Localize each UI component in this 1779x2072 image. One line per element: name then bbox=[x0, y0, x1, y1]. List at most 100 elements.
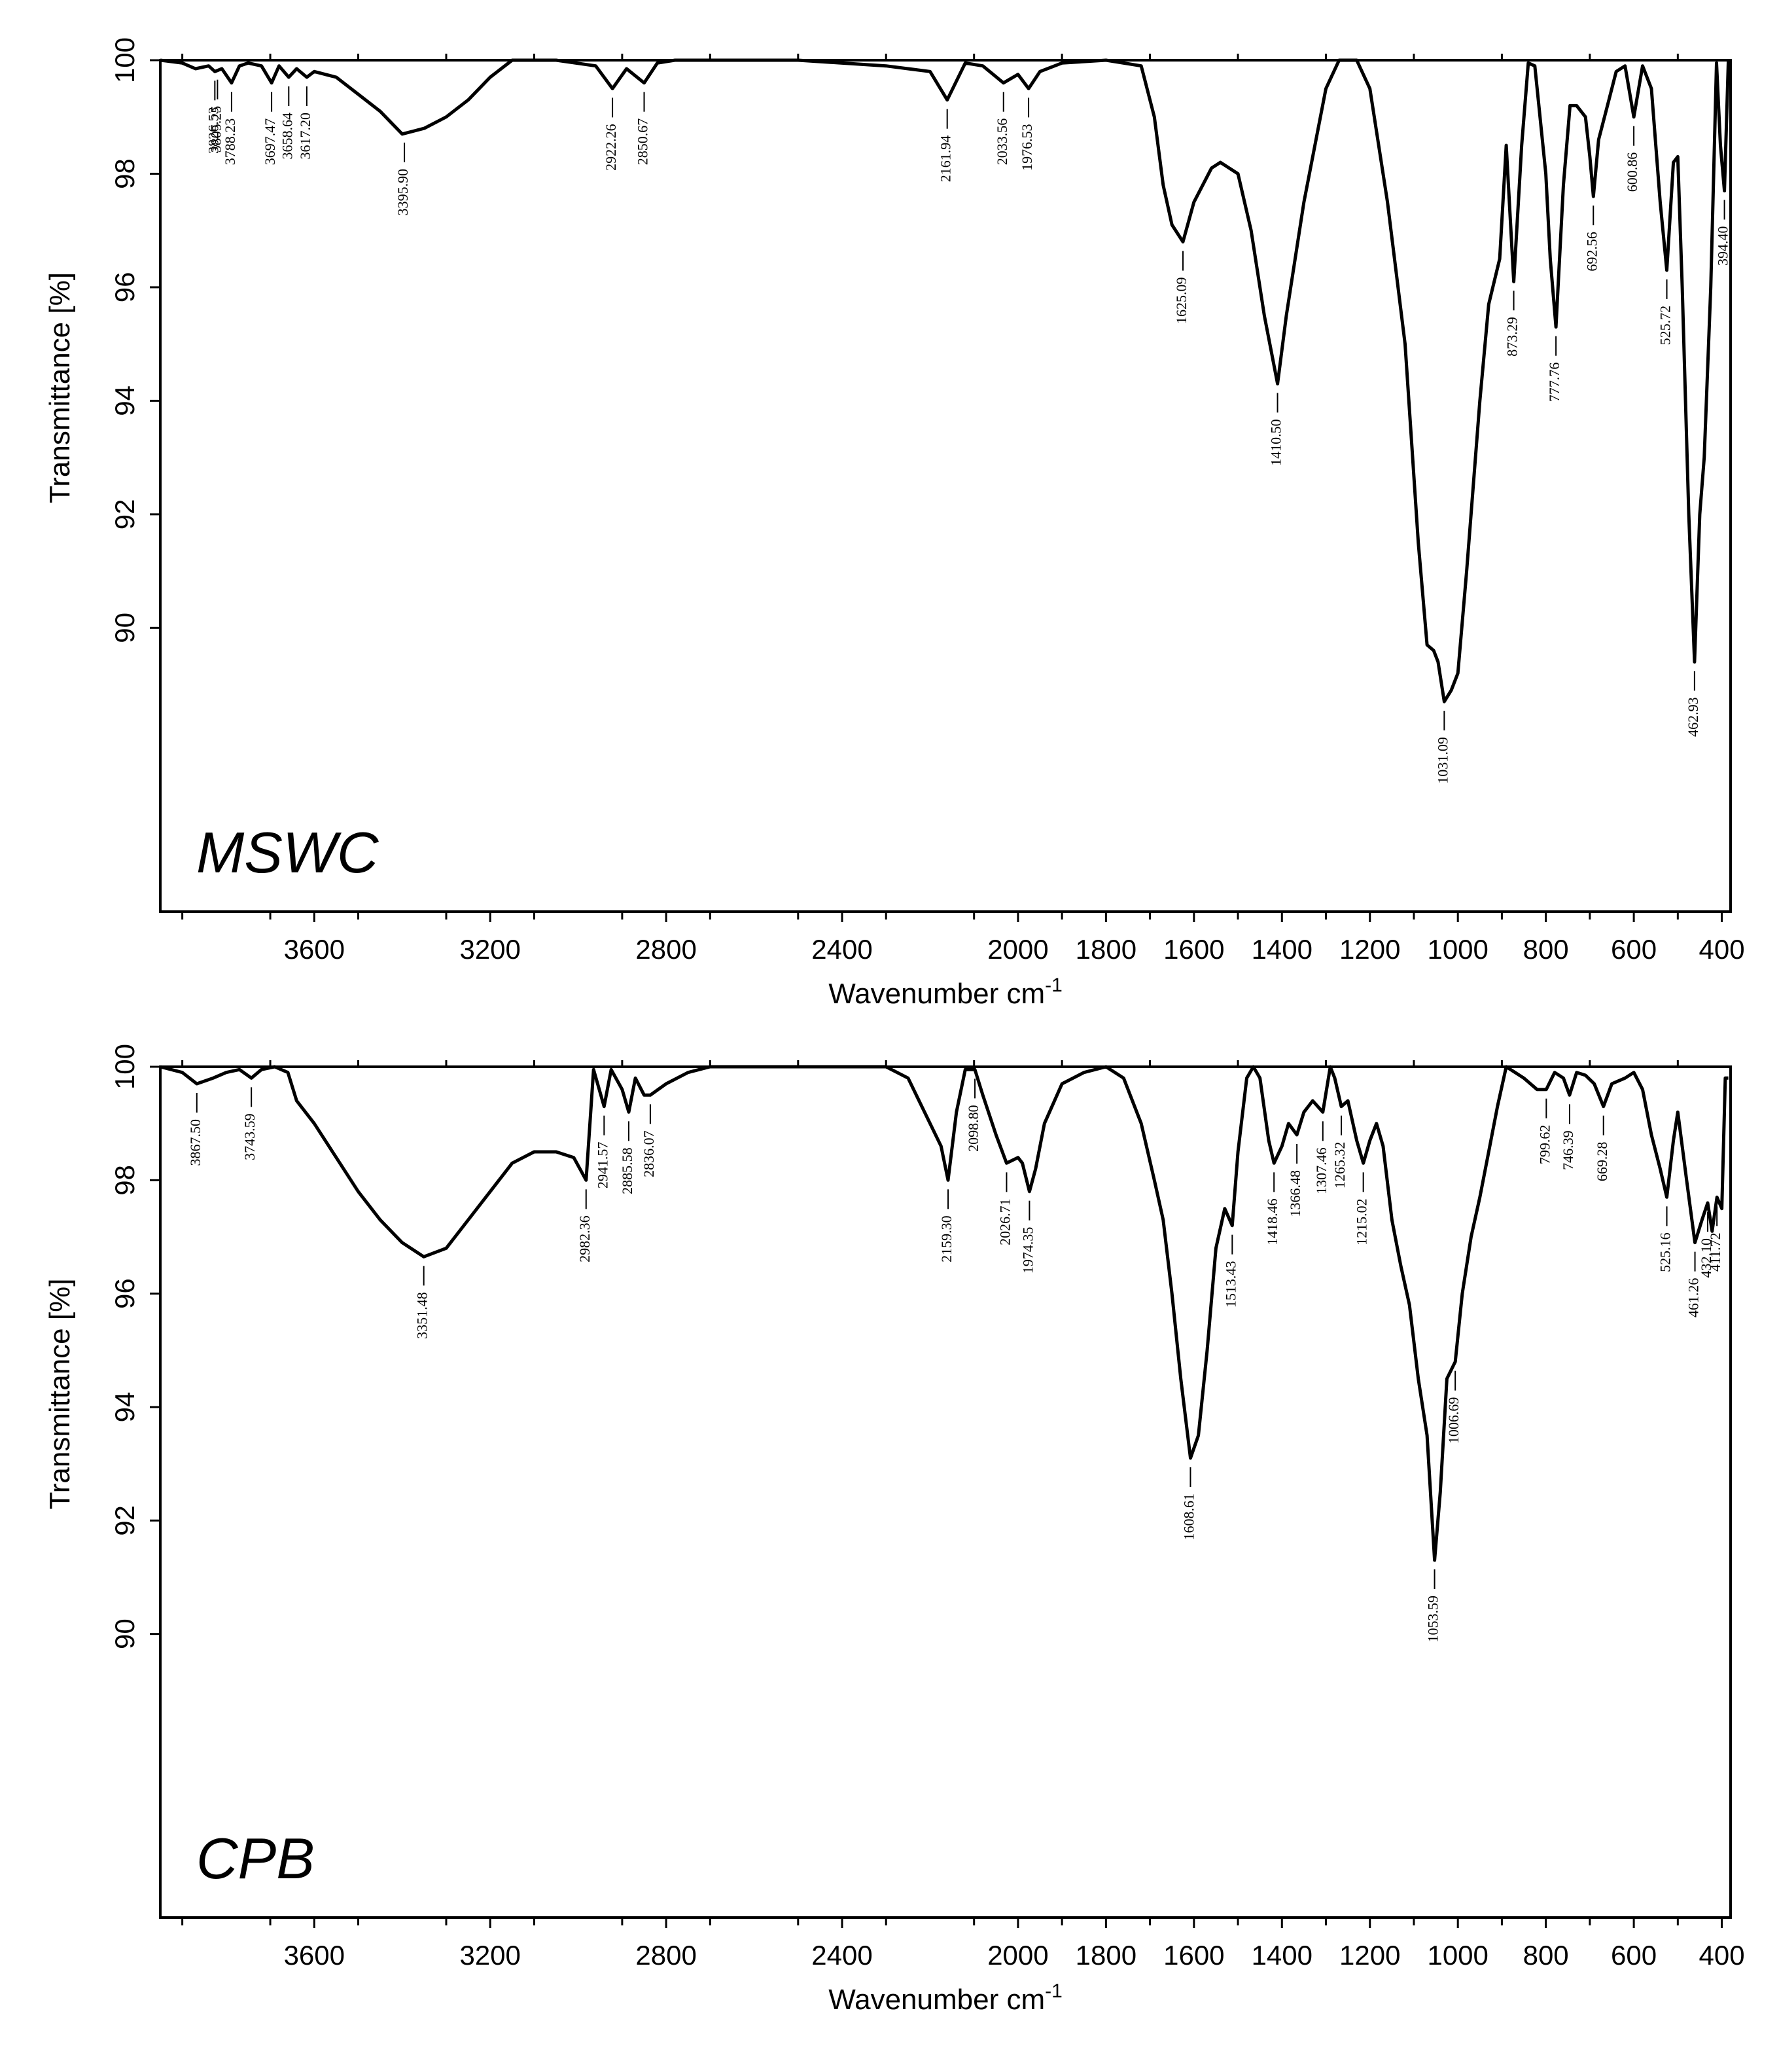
peak-label: 1265.32 bbox=[1331, 1142, 1348, 1189]
x-tick-label: 2000 bbox=[987, 1940, 1048, 1971]
peak-label: 2836.07 bbox=[641, 1130, 657, 1177]
y-tick-label: 98 bbox=[109, 1165, 140, 1196]
peak-label: 1976.53 bbox=[1019, 124, 1035, 171]
y-tick-label: 98 bbox=[109, 158, 140, 189]
peak-label: 432.10 bbox=[1698, 1238, 1714, 1278]
peak-label: 2922.26 bbox=[603, 124, 619, 171]
peak-label: 3805.25 bbox=[207, 106, 224, 153]
panel-cpb: 3600 3200 2800 2400 2000 1800 1600 1400 1200 1000… bbox=[44, 1044, 1745, 2016]
peak-label: 3658.64 bbox=[279, 113, 295, 160]
peak-label: 2098.80 bbox=[965, 1105, 981, 1152]
x-tick-label: 2400 bbox=[811, 934, 872, 965]
x-tick-label: 600 bbox=[1611, 934, 1657, 965]
peak-label: 394.40 bbox=[1715, 226, 1731, 266]
peak-label: 669.28 bbox=[1594, 1142, 1610, 1182]
peak-label: 1031.09 bbox=[1434, 737, 1451, 784]
peak-label: 3351.48 bbox=[414, 1292, 431, 1339]
x-tick-label: 1400 bbox=[1252, 934, 1312, 965]
x-tick-label: 600 bbox=[1611, 1940, 1657, 1971]
y-tick-label: 90 bbox=[109, 613, 140, 643]
peak-label: 461.26 bbox=[1685, 1278, 1702, 1318]
peak-label: 777.76 bbox=[1546, 363, 1562, 402]
peak-label: 1625.09 bbox=[1173, 277, 1189, 325]
peak-label: 1053.59 bbox=[1425, 1596, 1441, 1643]
x-tick-label: 400 bbox=[1699, 934, 1745, 965]
peak-label: 2161.94 bbox=[938, 135, 954, 182]
y-axis-title: Transmittance [%] bbox=[44, 272, 76, 503]
x-tick-label: 1400 bbox=[1252, 1940, 1312, 1971]
peak-label: 1366.48 bbox=[1287, 1170, 1303, 1217]
x-tick-label: 2800 bbox=[635, 1940, 696, 1971]
x-tick-label: 800 bbox=[1523, 934, 1569, 965]
peak-label: 2850.67 bbox=[635, 118, 651, 166]
peak-label: 525.72 bbox=[1657, 306, 1674, 346]
plot-frame bbox=[159, 1065, 1732, 1919]
y-tick-label: 100 bbox=[109, 1044, 140, 1090]
peak-label: 3697.47 bbox=[262, 118, 278, 166]
peak-label: 2033.56 bbox=[994, 118, 1010, 166]
peak-label: 525.16 bbox=[1657, 1232, 1674, 1272]
peak-label: 1307.46 bbox=[1313, 1147, 1330, 1194]
x-axis-title-text: Wavenumber cm bbox=[828, 978, 1045, 1010]
plot-frame bbox=[159, 59, 1732, 913]
peak-label: 1410.50 bbox=[1268, 419, 1284, 466]
x-axis-title-superscript: -1 bbox=[1045, 974, 1063, 996]
x-axis-title: Wavenumber cm-1 bbox=[828, 1980, 1063, 2016]
x-tick-label: 1600 bbox=[1163, 934, 1224, 965]
x-tick-label: 800 bbox=[1523, 1940, 1569, 1971]
x-tick-label: 3200 bbox=[459, 934, 520, 965]
peak-label: 3867.50 bbox=[187, 1119, 203, 1166]
peak-label: 411.72 bbox=[1707, 1232, 1723, 1272]
peak-label: 3395.90 bbox=[395, 169, 411, 216]
sample-label: CPB bbox=[196, 1826, 315, 1891]
x-tick-label: 2000 bbox=[987, 934, 1048, 965]
peak-label: 2159.30 bbox=[938, 1215, 955, 1262]
y-tick-label: 92 bbox=[109, 499, 140, 530]
peak-label: 873.29 bbox=[1504, 317, 1521, 357]
peak-label: 3743.59 bbox=[241, 1113, 258, 1160]
peak-label: 1006.69 bbox=[1445, 1397, 1462, 1444]
spectrum-line-cpb bbox=[160, 1065, 1729, 1562]
x-tick-label: 1800 bbox=[1076, 934, 1136, 965]
peak-label: 600.86 bbox=[1624, 152, 1640, 192]
x-tick-label: 1200 bbox=[1339, 934, 1400, 965]
peak-label: 3788.23 bbox=[222, 118, 238, 166]
peak-label: 3617.20 bbox=[297, 113, 313, 160]
y-tick-label: 94 bbox=[109, 1392, 140, 1423]
peak-label: 1974.35 bbox=[1019, 1227, 1036, 1274]
x-tick-label: 2800 bbox=[635, 934, 696, 965]
peak-label: 3826.53 bbox=[205, 107, 221, 154]
x-axis-title: Wavenumber cm-1 bbox=[828, 974, 1063, 1010]
peak-label: 462.93 bbox=[1685, 697, 1701, 737]
x-tick-label: 400 bbox=[1699, 1940, 1745, 1971]
peak-label: 746.39 bbox=[1560, 1130, 1576, 1170]
panel-mswc: 3600 3200 2800 2400 2000 1800 1600 1400 1200 1000… bbox=[44, 37, 1745, 1010]
x-tick-label: 3600 bbox=[284, 934, 345, 965]
x-tick-label: 1200 bbox=[1339, 1940, 1400, 1971]
x-tick-label: 1000 bbox=[1427, 934, 1488, 965]
peak-label: 1608.61 bbox=[1181, 1493, 1197, 1541]
peak-label: 1513.43 bbox=[1222, 1261, 1239, 1308]
x-axis-title-text: Wavenumber cm bbox=[828, 1984, 1045, 2016]
y-tick-label: 94 bbox=[109, 385, 140, 416]
x-axis-title-superscript: -1 bbox=[1045, 1980, 1063, 2002]
peak-label: 799.62 bbox=[1536, 1125, 1553, 1165]
spectrum-line-mswc bbox=[160, 58, 1731, 704]
y-tick-label: 96 bbox=[109, 1278, 140, 1309]
x-tick-label: 1600 bbox=[1163, 1940, 1224, 1971]
peak-label: 1418.46 bbox=[1264, 1198, 1280, 1245]
y-axis-title: Transmittance [%] bbox=[44, 1279, 76, 1510]
sample-label: MSWC bbox=[196, 820, 379, 885]
y-tick-label: 100 bbox=[109, 37, 140, 83]
peak-label: 2026.71 bbox=[996, 1198, 1013, 1245]
x-tick-label: 2400 bbox=[811, 1940, 872, 1971]
peak-label: 2941.57 bbox=[594, 1142, 610, 1189]
peak-label: 692.56 bbox=[1583, 232, 1600, 272]
x-tick-label: 3200 bbox=[459, 1940, 520, 1971]
peak-label: 2885.58 bbox=[619, 1147, 635, 1194]
peak-label: 1215.02 bbox=[1354, 1198, 1370, 1245]
y-tick-label: 92 bbox=[109, 1505, 140, 1536]
y-tick-label: 90 bbox=[109, 1618, 140, 1649]
